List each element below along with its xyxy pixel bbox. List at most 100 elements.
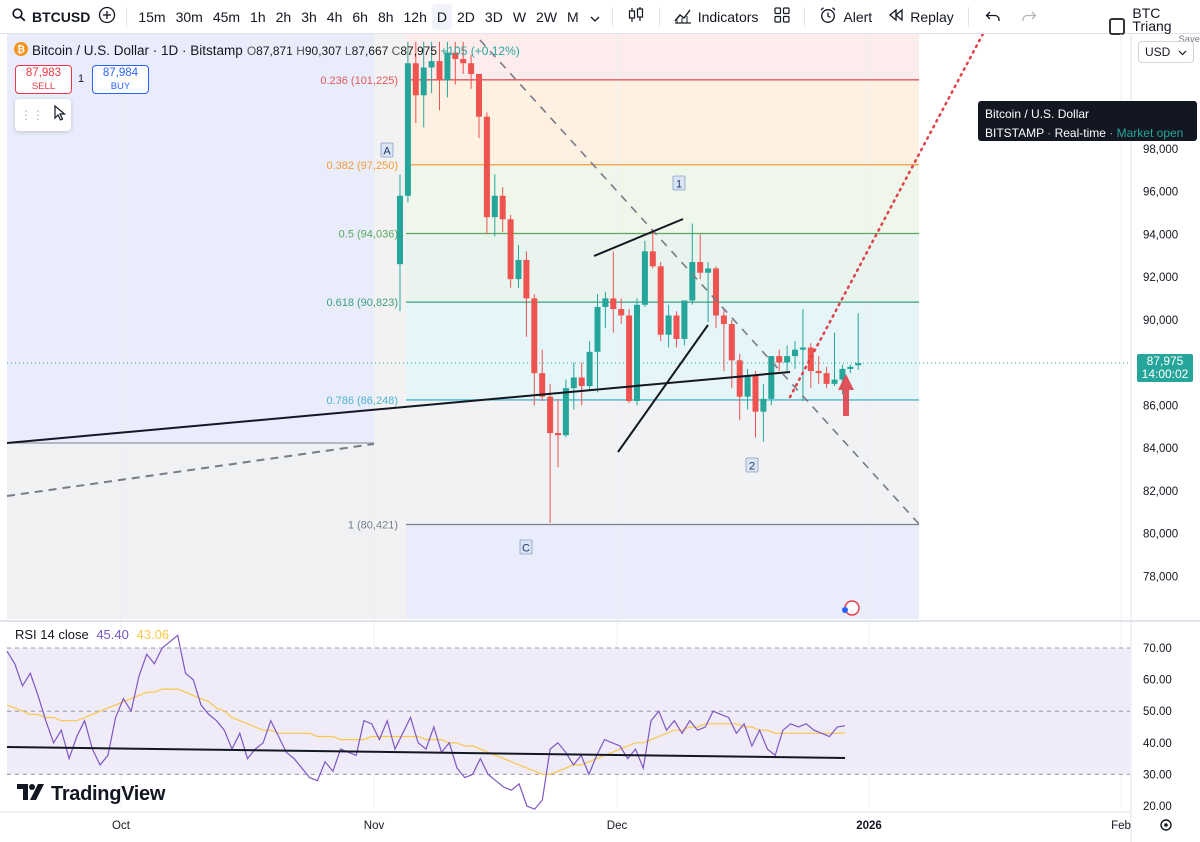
chart-area[interactable]: 0.236 (101,225) 0.382 (97,250) 0.5 (94,036… <box>0 34 1200 842</box>
timeframe-3h[interactable]: 3h <box>301 8 317 25</box>
timeframe-4h[interactable]: 4h <box>326 8 343 25</box>
timeframe-3d[interactable]: 3D <box>484 8 503 25</box>
candle-body <box>562 388 569 436</box>
tooltip-status: Market open <box>1116 126 1184 140</box>
candle-body <box>452 52 459 59</box>
rsi-ma-value: 43.06 <box>136 627 170 642</box>
candle <box>515 244 522 288</box>
candle <box>792 341 798 369</box>
rsi-line <box>6 634 846 810</box>
candle <box>460 41 467 74</box>
candle-body <box>776 356 783 363</box>
compare-symbol-button[interactable] <box>94 0 120 34</box>
tradingview-mark-icon <box>17 783 45 806</box>
timeframe-m[interactable]: M <box>567 8 579 25</box>
candle <box>634 298 640 406</box>
tradingview-logo[interactable]: TradingView <box>17 783 165 806</box>
projection-dotted-line <box>788 34 985 399</box>
zone-gap <box>374 34 406 619</box>
timeframe-12h[interactable]: 12h <box>403 8 427 25</box>
fib-band <box>406 164 919 234</box>
toolbar-divider <box>804 6 806 27</box>
candle-body <box>412 63 419 96</box>
timeframe-2w[interactable]: 2W <box>536 8 558 25</box>
candle <box>594 294 601 393</box>
timeframe-w[interactable]: W <box>512 8 527 25</box>
layout-checkbox[interactable] <box>1109 18 1126 35</box>
redo-button[interactable] <box>1011 0 1047 34</box>
timeframe-15m[interactable]: 15m <box>138 8 166 25</box>
sell-label: SELL <box>31 81 56 92</box>
price-axis-label: 94,000 <box>1143 229 1178 241</box>
fib-band <box>406 79 919 165</box>
sell-button[interactable]: 87,983 SELL <box>15 65 72 94</box>
wave-label-c-box <box>519 539 533 555</box>
wave-line <box>617 324 709 453</box>
candle <box>491 174 498 237</box>
candle <box>815 356 822 384</box>
tooltip-exchange: BITSTAMP <box>985 126 1044 140</box>
candle-body <box>507 219 514 280</box>
timeframe-2h[interactable]: 2h <box>275 8 292 25</box>
price-axis-label: 86,000 <box>1143 400 1178 412</box>
candle <box>499 187 506 233</box>
replay-button[interactable]: Replay <box>880 0 962 34</box>
rewind-icon <box>888 8 904 25</box>
layout-save-area[interactable]: BTC Triang Save <box>1109 6 1200 46</box>
candle-body <box>641 251 648 305</box>
currency-selector[interactable]: USD <box>1138 41 1194 63</box>
high-value: 90,307 <box>304 43 342 58</box>
save-label[interactable]: Save <box>1178 34 1200 45</box>
timeframe-6h[interactable]: 6h <box>352 8 368 25</box>
drag-handle-icon[interactable]: ⋮⋮ <box>20 108 44 122</box>
timeframe-2d[interactable]: 2D <box>457 8 475 25</box>
bar-countdown: 14:00:02 <box>1141 367 1189 381</box>
candle-body <box>523 259 530 299</box>
undo-button[interactable] <box>975 0 1011 34</box>
timeframe-dropdown[interactable] <box>584 0 606 34</box>
timeframe-d[interactable]: D <box>431 3 452 30</box>
alert-button[interactable]: Alert <box>811 0 880 34</box>
buy-button[interactable]: 87,984 BUY <box>92 65 149 94</box>
candle <box>673 311 680 348</box>
candle <box>799 309 806 401</box>
candle <box>547 383 554 523</box>
candle-body <box>760 398 767 412</box>
price-axis-label: 92,000 <box>1143 272 1178 284</box>
rsi-ma-line <box>6 688 846 776</box>
fib-band <box>406 34 919 80</box>
candle-body <box>649 251 656 267</box>
candle <box>483 112 490 235</box>
wave-label-a: A <box>383 146 391 158</box>
candle-body <box>468 63 475 74</box>
candle <box>412 41 419 124</box>
order-quantity[interactable]: 1 <box>78 73 85 85</box>
timeframe-45m[interactable]: 45m <box>212 8 241 25</box>
wave-label-c: C <box>522 543 530 555</box>
candle-body <box>444 52 451 81</box>
chart-canvas[interactable]: 0.236 (101,225) 0.382 (97,250) 0.5 (94,036… <box>0 34 1200 842</box>
candle <box>539 349 546 401</box>
time-axis-label: Feb <box>1111 820 1131 832</box>
fib-level-label: 0.786 (86,248) <box>326 395 398 407</box>
price-axis-label: 82,000 <box>1143 486 1178 498</box>
toolbar-divider <box>126 6 128 27</box>
timeframe-1h[interactable]: 1h <box>250 8 266 25</box>
fib-band <box>406 399 919 525</box>
chevron-down-icon <box>1178 45 1187 59</box>
symbol-search[interactable]: BTCUSD <box>0 0 94 34</box>
cursor-arrow-icon[interactable] <box>54 104 67 126</box>
chart-type-button[interactable] <box>619 0 653 34</box>
timeframe-8h[interactable]: 8h <box>377 8 394 25</box>
candle <box>847 364 854 374</box>
candle <box>768 356 775 406</box>
candle-body <box>752 375 759 412</box>
layouts-button[interactable] <box>766 0 798 34</box>
candle-body <box>792 349 798 357</box>
rsi-axis-label: 40.00 <box>1143 738 1172 750</box>
candle <box>507 215 514 288</box>
indicators-button[interactable]: Indicators <box>666 0 767 34</box>
price-axis-label: 84,000 <box>1143 443 1178 455</box>
grid-layout-icon <box>774 7 791 26</box>
timeframe-30m[interactable]: 30m <box>175 8 203 25</box>
